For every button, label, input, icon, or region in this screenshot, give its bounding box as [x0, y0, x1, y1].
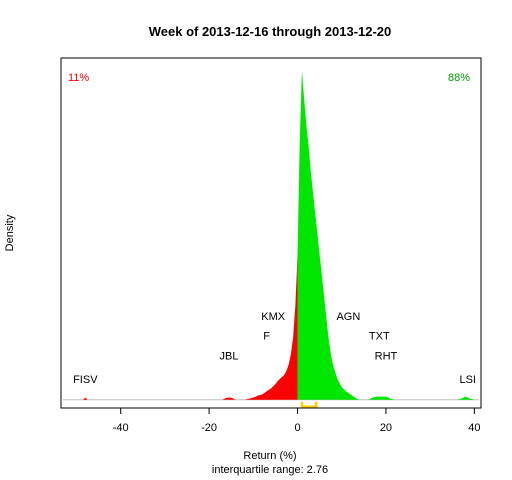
iqr-subtitle: interquartile range: 2.76 [212, 464, 328, 476]
ticker-annotations: FISV JBL KMX F AGN TXT RHT LSI [73, 311, 476, 386]
density-negative-area [67, 254, 298, 400]
density-area-group [63, 70, 479, 408]
x-tick-label: -40 [113, 422, 129, 434]
ticker-label-txt: TXT [369, 331, 390, 343]
percent-positive-label: 88% [448, 72, 470, 84]
x-tick-label: 40 [468, 422, 480, 434]
ticker-label-f: F [263, 331, 270, 343]
percent-negative-label: 11% [68, 72, 89, 84]
density-positive-area [297, 70, 475, 400]
plot-frame [60, 57, 482, 409]
y-axis-label: Density [4, 214, 16, 251]
iqr-bracket [300, 401, 318, 408]
ticker-label-lsi: LSI [459, 374, 476, 386]
x-tick-label: -20 [201, 422, 217, 434]
chart-title: Week of 2013-12-16 through 2013-12-20 [149, 24, 392, 39]
ticker-label-jbl: JBL [220, 350, 239, 362]
ticker-label-agn: AGN [336, 311, 360, 323]
x-tick-label: 20 [380, 422, 392, 434]
ticker-label-fisv: FISV [73, 374, 98, 386]
ticker-label-rht: RHT [375, 350, 398, 362]
x-axis-label: Return (%) [243, 450, 296, 462]
x-tick-label: 0 [294, 422, 300, 434]
ticker-label-kmx: KMX [261, 311, 286, 323]
x-axis: -40 -20 0 20 40 [113, 407, 480, 434]
